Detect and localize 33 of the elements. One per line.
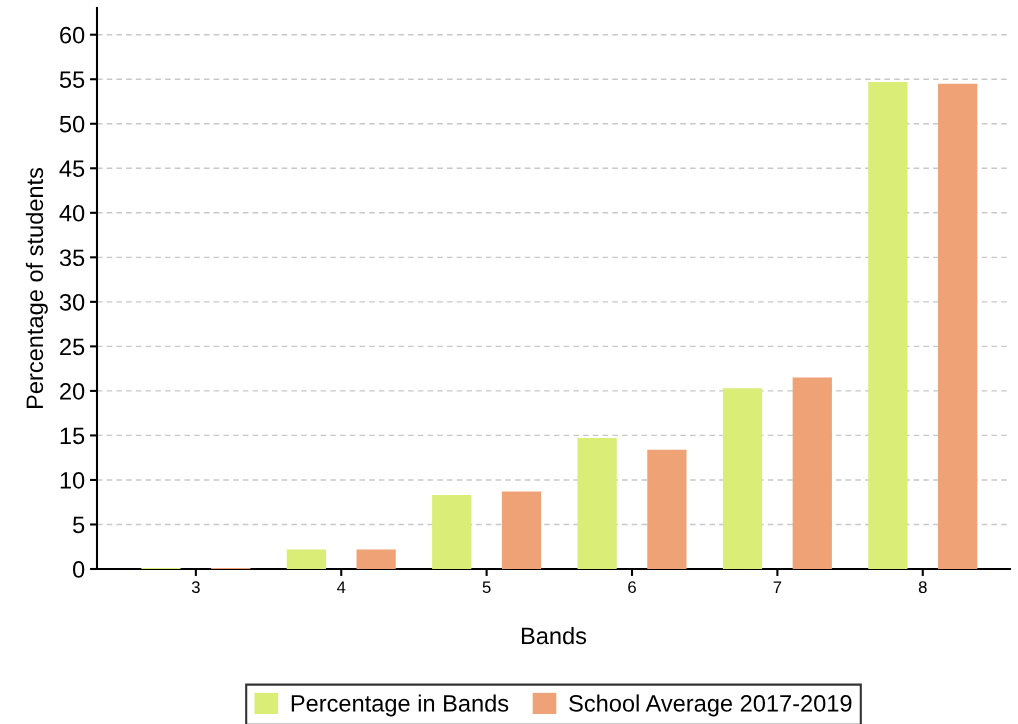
y-tick-label: 45 <box>59 160 85 178</box>
x-tick-label: 7 <box>773 581 782 593</box>
y-tick-label: 30 <box>59 293 85 311</box>
y-tick-label: 5 <box>73 516 85 534</box>
x-axis-title: Bands <box>521 626 587 645</box>
x-tick-label: 8 <box>918 581 927 594</box>
y-tick-label: 40 <box>59 204 85 222</box>
x-tick-label: 6 <box>628 581 636 594</box>
y-tick-label: 60 <box>60 26 85 44</box>
y-tick-label: 20 <box>60 382 85 400</box>
bar <box>577 438 617 569</box>
bar <box>286 549 326 569</box>
legend-label: Percentage in Bands <box>291 694 509 717</box>
x-tick-label: 5 <box>482 581 491 594</box>
bar <box>356 549 396 569</box>
bar <box>722 388 763 569</box>
legend-label: School Average 2017-2019 <box>569 694 852 717</box>
bar <box>647 449 687 569</box>
bar <box>868 81 908 569</box>
bar <box>501 491 542 569</box>
y-tick-label: 25 <box>60 338 85 356</box>
y-tick-label: 55 <box>59 71 85 89</box>
y-tick-label: 15 <box>60 427 85 445</box>
x-tick-label: 4 <box>336 581 346 593</box>
bar <box>792 377 832 569</box>
bar <box>432 495 472 569</box>
y-tick-label: 35 <box>59 249 85 267</box>
y-tick-label: 50 <box>59 115 85 133</box>
y-tick-label: 0 <box>72 561 85 578</box>
y-axis-title: Percentage of students <box>25 167 48 408</box>
y-tick-label: 10 <box>60 472 85 489</box>
x-tick-label: 3 <box>191 581 200 594</box>
bar <box>938 83 978 569</box>
